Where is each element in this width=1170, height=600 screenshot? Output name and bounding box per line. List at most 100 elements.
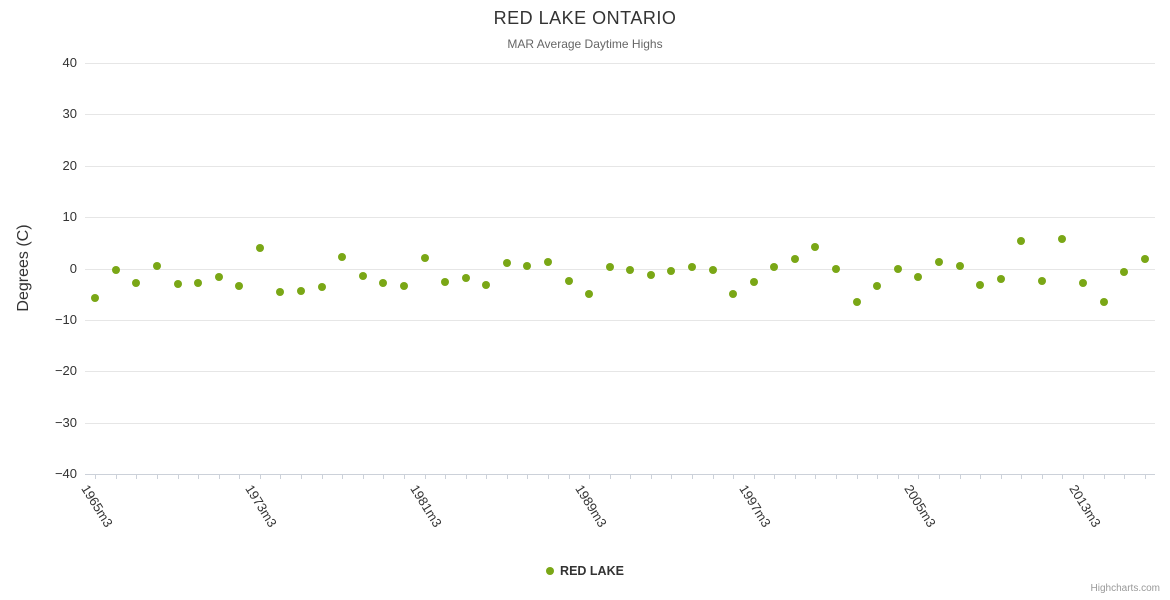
- y-axis-label: −40: [54, 466, 77, 481]
- data-point[interactable]: [523, 262, 531, 270]
- chart-title: RED LAKE ONTARIO: [493, 8, 677, 28]
- x-axis-tick: [733, 474, 734, 479]
- data-point[interactable]: [647, 271, 655, 279]
- data-point[interactable]: [1017, 237, 1025, 245]
- x-axis-tick: [383, 474, 384, 479]
- data-point[interactable]: [421, 254, 429, 262]
- data-point[interactable]: [174, 280, 182, 288]
- data-point[interactable]: [318, 283, 326, 291]
- x-axis-tick: [260, 474, 261, 479]
- x-axis-line: [85, 474, 1155, 475]
- data-point[interactable]: [894, 265, 902, 273]
- data-point[interactable]: [462, 274, 470, 282]
- data-point[interactable]: [709, 266, 717, 274]
- data-point[interactable]: [215, 273, 223, 281]
- data-point[interactable]: [956, 262, 964, 270]
- data-point[interactable]: [565, 277, 573, 285]
- data-point[interactable]: [1079, 279, 1087, 287]
- data-point[interactable]: [400, 282, 408, 290]
- data-point[interactable]: [1038, 277, 1046, 285]
- data-point[interactable]: [132, 279, 140, 287]
- x-axis-tick: [301, 474, 302, 479]
- data-point[interactable]: [1120, 268, 1128, 276]
- x-axis-tick: [157, 474, 158, 479]
- x-axis-tick: [425, 474, 426, 479]
- data-point[interactable]: [482, 281, 490, 289]
- x-axis-tick: [404, 474, 405, 479]
- data-point[interactable]: [729, 290, 737, 298]
- data-point[interactable]: [853, 298, 861, 306]
- x-axis-tick: [116, 474, 117, 479]
- data-point[interactable]: [667, 267, 675, 275]
- data-point[interactable]: [441, 278, 449, 286]
- data-point[interactable]: [606, 263, 614, 271]
- x-axis-tick: [219, 474, 220, 479]
- data-point[interactable]: [194, 279, 202, 287]
- data-point[interactable]: [873, 282, 881, 290]
- data-point[interactable]: [359, 272, 367, 280]
- data-point[interactable]: [112, 266, 120, 274]
- x-axis-tick: [342, 474, 343, 479]
- chart-subtitle: MAR Average Daytime Highs: [507, 37, 663, 51]
- x-axis-tick: [198, 474, 199, 479]
- data-point[interactable]: [626, 266, 634, 274]
- x-axis-tick: [1021, 474, 1022, 479]
- data-point[interactable]: [153, 262, 161, 270]
- gridline: [85, 114, 1155, 115]
- data-point[interactable]: [832, 265, 840, 273]
- x-axis-tick: [795, 474, 796, 479]
- x-axis-tick: [671, 474, 672, 479]
- y-axis-label: 10: [62, 209, 77, 224]
- x-axis-tick: [960, 474, 961, 479]
- x-axis-tick: [898, 474, 899, 479]
- data-point[interactable]: [379, 279, 387, 287]
- data-point[interactable]: [1100, 298, 1108, 306]
- data-point[interactable]: [791, 255, 799, 263]
- data-point[interactable]: [235, 282, 243, 290]
- data-point[interactable]: [935, 258, 943, 266]
- data-point[interactable]: [976, 281, 984, 289]
- data-point[interactable]: [914, 273, 922, 281]
- x-axis-tick: [692, 474, 693, 479]
- data-point[interactable]: [256, 244, 264, 252]
- x-axis-tick: [527, 474, 528, 479]
- data-point[interactable]: [688, 263, 696, 271]
- x-axis-tick: [630, 474, 631, 479]
- x-axis-tick: [815, 474, 816, 479]
- x-axis-tick: [939, 474, 940, 479]
- x-axis-tick: [507, 474, 508, 479]
- x-axis-tick: [754, 474, 755, 479]
- x-axis-tick: [445, 474, 446, 479]
- gridline: [85, 63, 1155, 64]
- x-axis-tick: [836, 474, 837, 479]
- data-point[interactable]: [297, 287, 305, 295]
- gridline: [85, 217, 1155, 218]
- x-axis-label: 1965m3: [78, 482, 116, 530]
- data-point[interactable]: [338, 253, 346, 261]
- x-axis-tick: [1001, 474, 1002, 479]
- data-point[interactable]: [544, 258, 552, 266]
- data-point[interactable]: [770, 263, 778, 271]
- data-point[interactable]: [503, 259, 511, 267]
- data-point[interactable]: [1058, 235, 1066, 243]
- x-axis-tick: [1083, 474, 1084, 479]
- data-point[interactable]: [811, 243, 819, 251]
- data-point[interactable]: [585, 290, 593, 298]
- legend-item-red-lake[interactable]: RED LAKE: [0, 564, 1170, 578]
- x-axis-tick: [774, 474, 775, 479]
- data-point[interactable]: [1141, 255, 1149, 263]
- y-axis-label: −30: [54, 415, 77, 430]
- x-axis-tick: [713, 474, 714, 479]
- highcharts-credits[interactable]: Highcharts.com: [1090, 583, 1160, 594]
- data-point[interactable]: [276, 288, 284, 296]
- data-point[interactable]: [997, 275, 1005, 283]
- data-point[interactable]: [750, 278, 758, 286]
- y-axis-label: 30: [62, 106, 77, 121]
- x-axis-tick: [322, 474, 323, 479]
- gridline: [85, 166, 1155, 167]
- y-axis-label: 20: [62, 158, 77, 173]
- data-point[interactable]: [91, 294, 99, 302]
- y-axis-label: 40: [62, 55, 77, 70]
- y-axis-label: 0: [69, 261, 77, 276]
